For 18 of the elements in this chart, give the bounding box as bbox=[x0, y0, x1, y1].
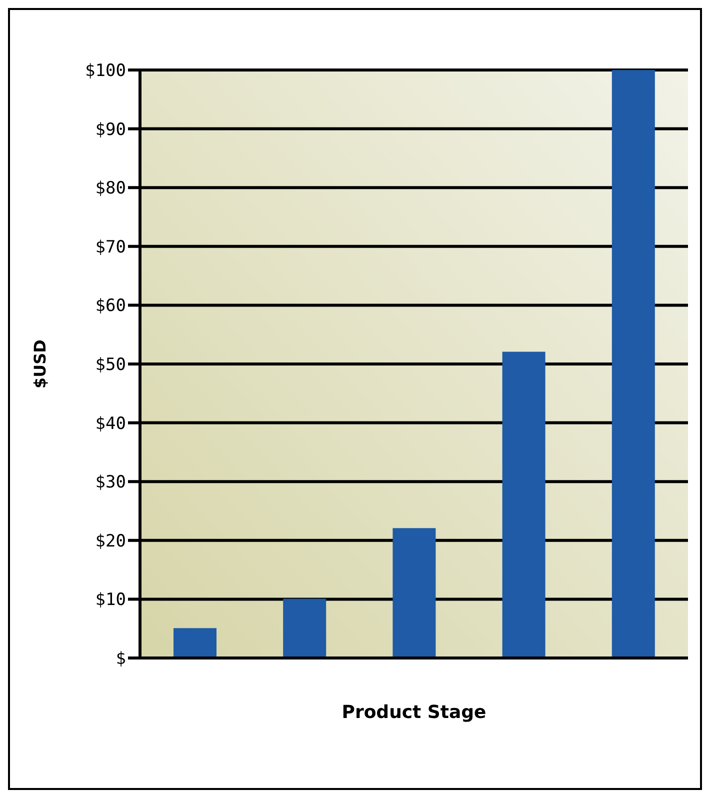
y-tick-label: $30 bbox=[95, 472, 126, 493]
y-tick-label: $90 bbox=[95, 120, 126, 140]
bar bbox=[502, 352, 546, 658]
y-tick-label: $20 bbox=[95, 531, 126, 552]
y-tick-label: $10 bbox=[95, 590, 126, 610]
bar bbox=[392, 528, 436, 658]
bar bbox=[612, 70, 655, 658]
bar bbox=[174, 628, 216, 658]
y-tick-label: $100 bbox=[85, 61, 126, 82]
x-axis-title: Product Stage bbox=[342, 702, 486, 723]
bar bbox=[283, 598, 326, 658]
y-tick-label: $60 bbox=[95, 296, 126, 316]
y-tick-label: $40 bbox=[95, 414, 126, 434]
y-tick-label: $ bbox=[116, 649, 126, 670]
y-tick-label: $50 bbox=[95, 355, 126, 376]
y-tick-label: $80 bbox=[95, 178, 126, 199]
y-tick-label: $70 bbox=[95, 237, 126, 258]
y-axis-title: $USD bbox=[30, 340, 50, 388]
